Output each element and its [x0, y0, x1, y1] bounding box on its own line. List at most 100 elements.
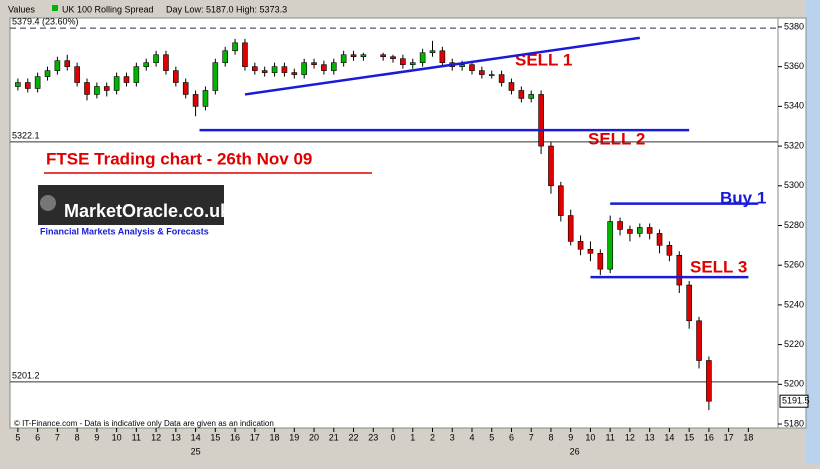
candle-body [182, 82, 189, 95]
candle-body [636, 227, 643, 234]
candle-body [232, 42, 238, 52]
logo-icon [40, 195, 56, 211]
y-axis-area [777, 17, 807, 429]
candle-body [173, 70, 179, 83]
candle-body [666, 245, 673, 256]
candle-body [518, 90, 525, 99]
x-tick-label: 15 [684, 432, 694, 442]
y-tick-label: 5280 [784, 220, 804, 230]
x-tick-label: 3 [450, 432, 455, 442]
x-tick-label: 11 [132, 432, 141, 442]
candle-body [469, 64, 475, 71]
legend-label: UK 100 Rolling Spread [62, 4, 154, 14]
x-tick-label: 17 [724, 432, 734, 442]
y-tick-label: 5220 [784, 339, 804, 349]
x-tick-label: 9 [568, 432, 573, 442]
annotation: SELL 2 [588, 129, 645, 148]
candle-body [706, 360, 712, 402]
x-tick-label: 16 [704, 432, 714, 442]
logo-box [38, 185, 224, 225]
candle-body [54, 60, 61, 71]
side-strip [806, 0, 820, 464]
legend-text: Day Low: 5187.0 High: 5373.3 [166, 4, 287, 14]
candle-body [617, 221, 623, 230]
x-tick-label: 11 [606, 432, 615, 442]
x-tick-label: 16 [230, 432, 240, 442]
candle-body [44, 70, 51, 77]
logo: MarketOracle.co.uk [64, 201, 231, 221]
level-label: 5201.2 [12, 370, 40, 380]
candle-body [567, 215, 574, 242]
chart-title: FTSE Trading chart - 26th Nov 09 [46, 149, 312, 168]
candle-body [558, 185, 564, 216]
x-tick-label: 8 [75, 432, 80, 442]
x-tick-label: 17 [250, 432, 260, 442]
candle-body [311, 62, 317, 65]
date-label: 26 [570, 446, 580, 456]
candle-body [479, 70, 485, 75]
candle-body [676, 254, 683, 286]
y-tick-label: 5300 [784, 180, 804, 190]
x-tick-label: 7 [55, 432, 60, 442]
x-tick-label: 14 [664, 432, 674, 442]
candle-body [419, 52, 426, 63]
candle-body [64, 60, 71, 67]
candle-body [597, 252, 604, 270]
annotation: SELL 3 [690, 257, 747, 276]
footer: © IT-Finance.com - Data is indicative on… [14, 419, 274, 428]
candle-body [24, 82, 31, 89]
candle-body [360, 54, 367, 58]
candle-body [212, 62, 219, 91]
candle-body [291, 72, 298, 75]
candle-body [133, 66, 140, 83]
candle-body [439, 50, 446, 63]
candle-body [222, 50, 228, 63]
y-tick-label: 5360 [784, 61, 804, 71]
x-tick-label: 13 [171, 432, 181, 442]
candle-body [74, 66, 80, 83]
candle-body [548, 145, 554, 187]
x-tick-label: 12 [151, 432, 161, 442]
x-tick-label: 10 [585, 432, 595, 442]
x-tick-label: 14 [191, 432, 201, 442]
candle-body [15, 82, 21, 87]
x-tick-label: 15 [210, 432, 220, 442]
y-tick-label: 5340 [784, 101, 804, 111]
y-tick-label: 5320 [784, 140, 804, 150]
candle-body [123, 76, 130, 83]
x-tick-label: 6 [509, 432, 514, 442]
x-tick-label: 21 [329, 432, 339, 442]
x-tick-label: 22 [349, 432, 359, 442]
candle-body [577, 241, 584, 250]
level-label: 5379.4 (23.60%) [12, 17, 79, 27]
x-tick-label: 5 [489, 432, 494, 442]
candle-body [587, 249, 594, 254]
y-tick-label: 5200 [784, 379, 804, 389]
date-label: 25 [191, 446, 201, 456]
x-tick-label: 8 [548, 432, 553, 442]
x-tick-label: 18 [743, 432, 753, 442]
candle-body [281, 66, 288, 73]
x-tick-label: 1 [410, 432, 415, 442]
candle-body [488, 74, 495, 76]
candle-body [646, 227, 653, 234]
x-tick-label: 5 [15, 432, 20, 442]
y-tick-label: 5180 [784, 418, 804, 428]
candle-body [340, 54, 347, 63]
x-tick-label: 4 [469, 432, 474, 442]
y-tick-label: 5240 [784, 299, 804, 309]
candle-body [113, 76, 120, 91]
x-tick-label: 12 [625, 432, 635, 442]
logo-subtitle: Financial Markets Analysis & Forecasts [40, 226, 209, 236]
candle-body [686, 284, 692, 322]
candle-body [84, 82, 90, 95]
candle-body [330, 62, 337, 71]
candle-body [656, 233, 663, 246]
candle-body [528, 94, 535, 99]
candle-body [429, 50, 436, 54]
candle-body [94, 86, 100, 95]
candle-body [103, 86, 110, 91]
annotation: SELL 1 [515, 50, 572, 69]
